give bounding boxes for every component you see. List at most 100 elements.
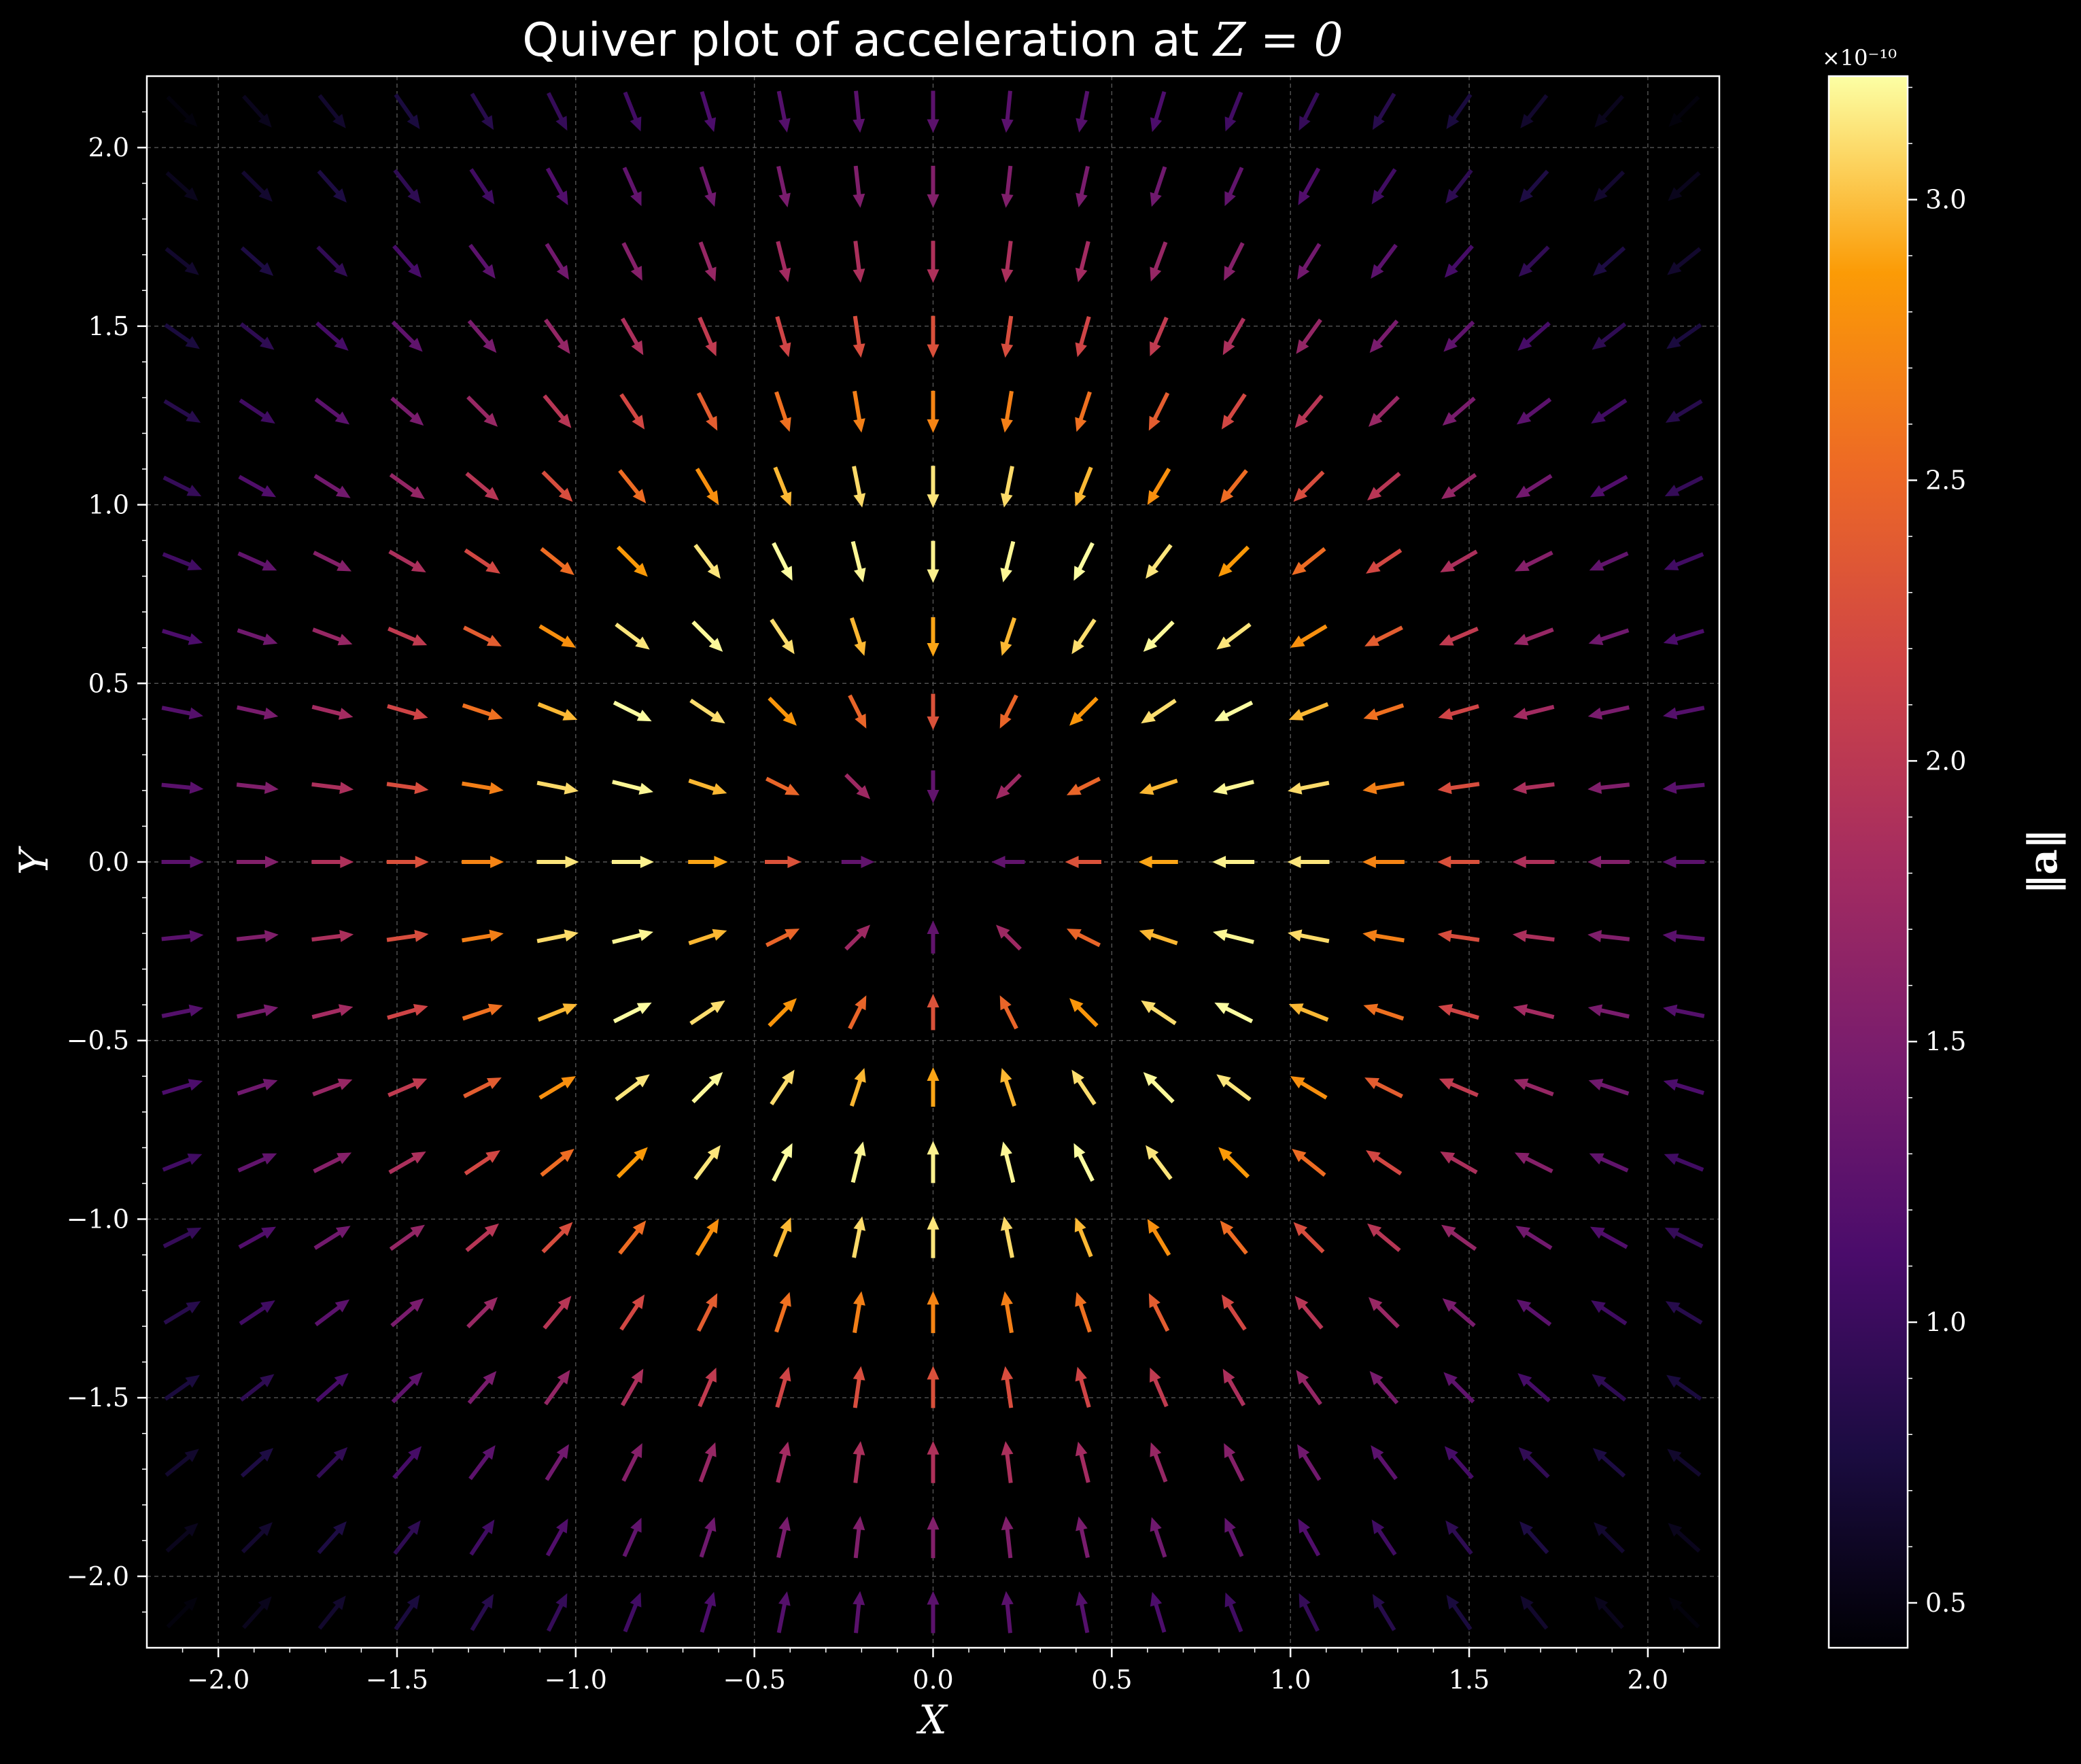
quiver-arrow <box>1587 856 1630 868</box>
quiver-arrow <box>1368 395 1400 427</box>
quiver-arrow <box>776 241 791 283</box>
quiver-arrow <box>927 390 940 433</box>
quiver-arrow <box>999 995 1018 1030</box>
quiver-arrow <box>1150 241 1168 282</box>
quiver-arrow <box>927 165 940 208</box>
quiver-arrow <box>1444 1446 1474 1480</box>
quiver-arrow <box>312 1078 353 1096</box>
quiver-arrow <box>1224 1443 1245 1482</box>
quiver-arrow <box>1298 1519 1321 1557</box>
quiver-arrow <box>1668 1523 1701 1553</box>
quiver-arrow <box>699 1517 717 1558</box>
quiver-arrow <box>466 1297 498 1329</box>
quiver-arrow <box>695 468 719 505</box>
quiver-arrow <box>768 998 797 1028</box>
quiver-arrow <box>927 617 940 657</box>
quiver-arrow <box>691 620 723 652</box>
quiver-arrow <box>393 1520 421 1555</box>
quiver-arrow <box>1594 94 1625 128</box>
quiver-arrow <box>1441 1224 1477 1251</box>
quiver-arrow <box>388 549 426 572</box>
quiver-arrow <box>770 618 795 655</box>
quiver-arrow <box>696 1293 718 1332</box>
quiver-arrow <box>1216 622 1252 650</box>
quiver-arrow <box>1444 244 1474 278</box>
quiver-arrow <box>1592 322 1627 350</box>
quiver-arrow <box>313 474 351 498</box>
quiver-arrow <box>1222 1368 1246 1406</box>
quiver-arrow <box>162 629 203 645</box>
quiver-arrow <box>1445 169 1473 204</box>
quiver-arrow <box>1147 1219 1171 1256</box>
quiver-arrow <box>1293 470 1325 502</box>
quiver-arrow <box>1294 1296 1324 1330</box>
quiver-arrow <box>1076 1516 1090 1559</box>
quiver-arrow <box>311 704 354 720</box>
quiver-arrow <box>1513 1078 1554 1096</box>
quiver-arrow <box>237 1153 277 1173</box>
quiver-arrow <box>1296 1370 1322 1406</box>
quiver-arrow <box>1001 1591 1014 1633</box>
quiver-arrow <box>1517 1373 1551 1403</box>
quiver-arrow <box>772 542 793 581</box>
colorbar-tick-label: 0.5 <box>1925 1588 1966 1618</box>
quiver-arrow <box>1001 390 1014 433</box>
quiver-arrow <box>1292 547 1326 575</box>
quiver-arrow <box>853 315 865 358</box>
quiver-arrow <box>1587 930 1630 943</box>
quiver-arrow <box>387 1004 428 1020</box>
grid-lines <box>147 76 1719 1648</box>
quiver-arrow <box>1363 1003 1405 1021</box>
colorbar-label: ‖a‖ <box>2020 829 2066 895</box>
quiver-arrow <box>241 1596 272 1629</box>
quiver-arrow <box>1588 628 1630 645</box>
quiver-arrow <box>853 90 865 133</box>
quiver-arrow <box>1150 1367 1169 1408</box>
quiver-arrow <box>386 929 429 942</box>
quiver-arrow <box>1594 1596 1625 1629</box>
quiver-arrow <box>1515 1226 1553 1250</box>
axis-ticks: −2.0 −1.5 −1.0 −0.5 0.0 0.5 1.0 1.5 2.0 −2.0 −1.5 −… <box>67 111 1685 1695</box>
quiver-arrow <box>849 617 866 656</box>
quiver-arrow <box>1000 1141 1016 1183</box>
quiver-arrow <box>1594 170 1626 202</box>
quiver-arrow <box>1665 1301 1703 1325</box>
quiver-arrow <box>1299 1593 1320 1632</box>
quiver-arrow <box>927 90 940 133</box>
x-tick-label: 2.0 <box>1628 1665 1668 1695</box>
quiver-arrow <box>1588 1079 1630 1096</box>
quiver-arrow <box>1138 856 1178 868</box>
quiver-arrow <box>1220 469 1248 504</box>
quiver-arrow <box>1000 617 1017 656</box>
quiver-arrow <box>166 1597 198 1629</box>
quiver-arrow <box>238 474 277 498</box>
quiver-arrow <box>392 244 422 278</box>
quiver-arrow <box>1146 1145 1173 1180</box>
quiver-arrow <box>314 1299 350 1327</box>
quiver-arrow <box>700 90 717 133</box>
quiver-arrow <box>1071 1069 1097 1106</box>
quiver-arrow <box>688 929 727 946</box>
quiver-arrow <box>1371 1519 1397 1556</box>
quiver-arrow <box>698 316 717 357</box>
quiver-arrow <box>538 1076 577 1100</box>
quiver-arrow <box>618 1220 647 1255</box>
quiver-arrow <box>1000 1068 1017 1107</box>
quiver-arrow <box>613 700 652 722</box>
quiver-arrow <box>237 1079 278 1096</box>
quiver-arrow <box>161 1004 203 1018</box>
quiver-arrow <box>1001 241 1014 283</box>
quiver-arrow <box>238 1226 277 1249</box>
quiver-arrow <box>699 166 717 207</box>
quiver-arrow <box>1075 241 1090 283</box>
quiver-arrow <box>1367 472 1401 501</box>
quiver-arrow <box>1587 1004 1630 1019</box>
quiver-arrow <box>1216 1074 1252 1102</box>
quiver-arrow <box>1212 929 1254 944</box>
quiver-arrow <box>1297 243 1322 280</box>
quiver-arrow <box>1148 1293 1170 1332</box>
quiver-arrow <box>1662 856 1705 868</box>
y-axis-label: Y <box>11 846 57 875</box>
quiver-arrow <box>313 1152 352 1173</box>
quiver-arrow <box>1147 468 1171 505</box>
